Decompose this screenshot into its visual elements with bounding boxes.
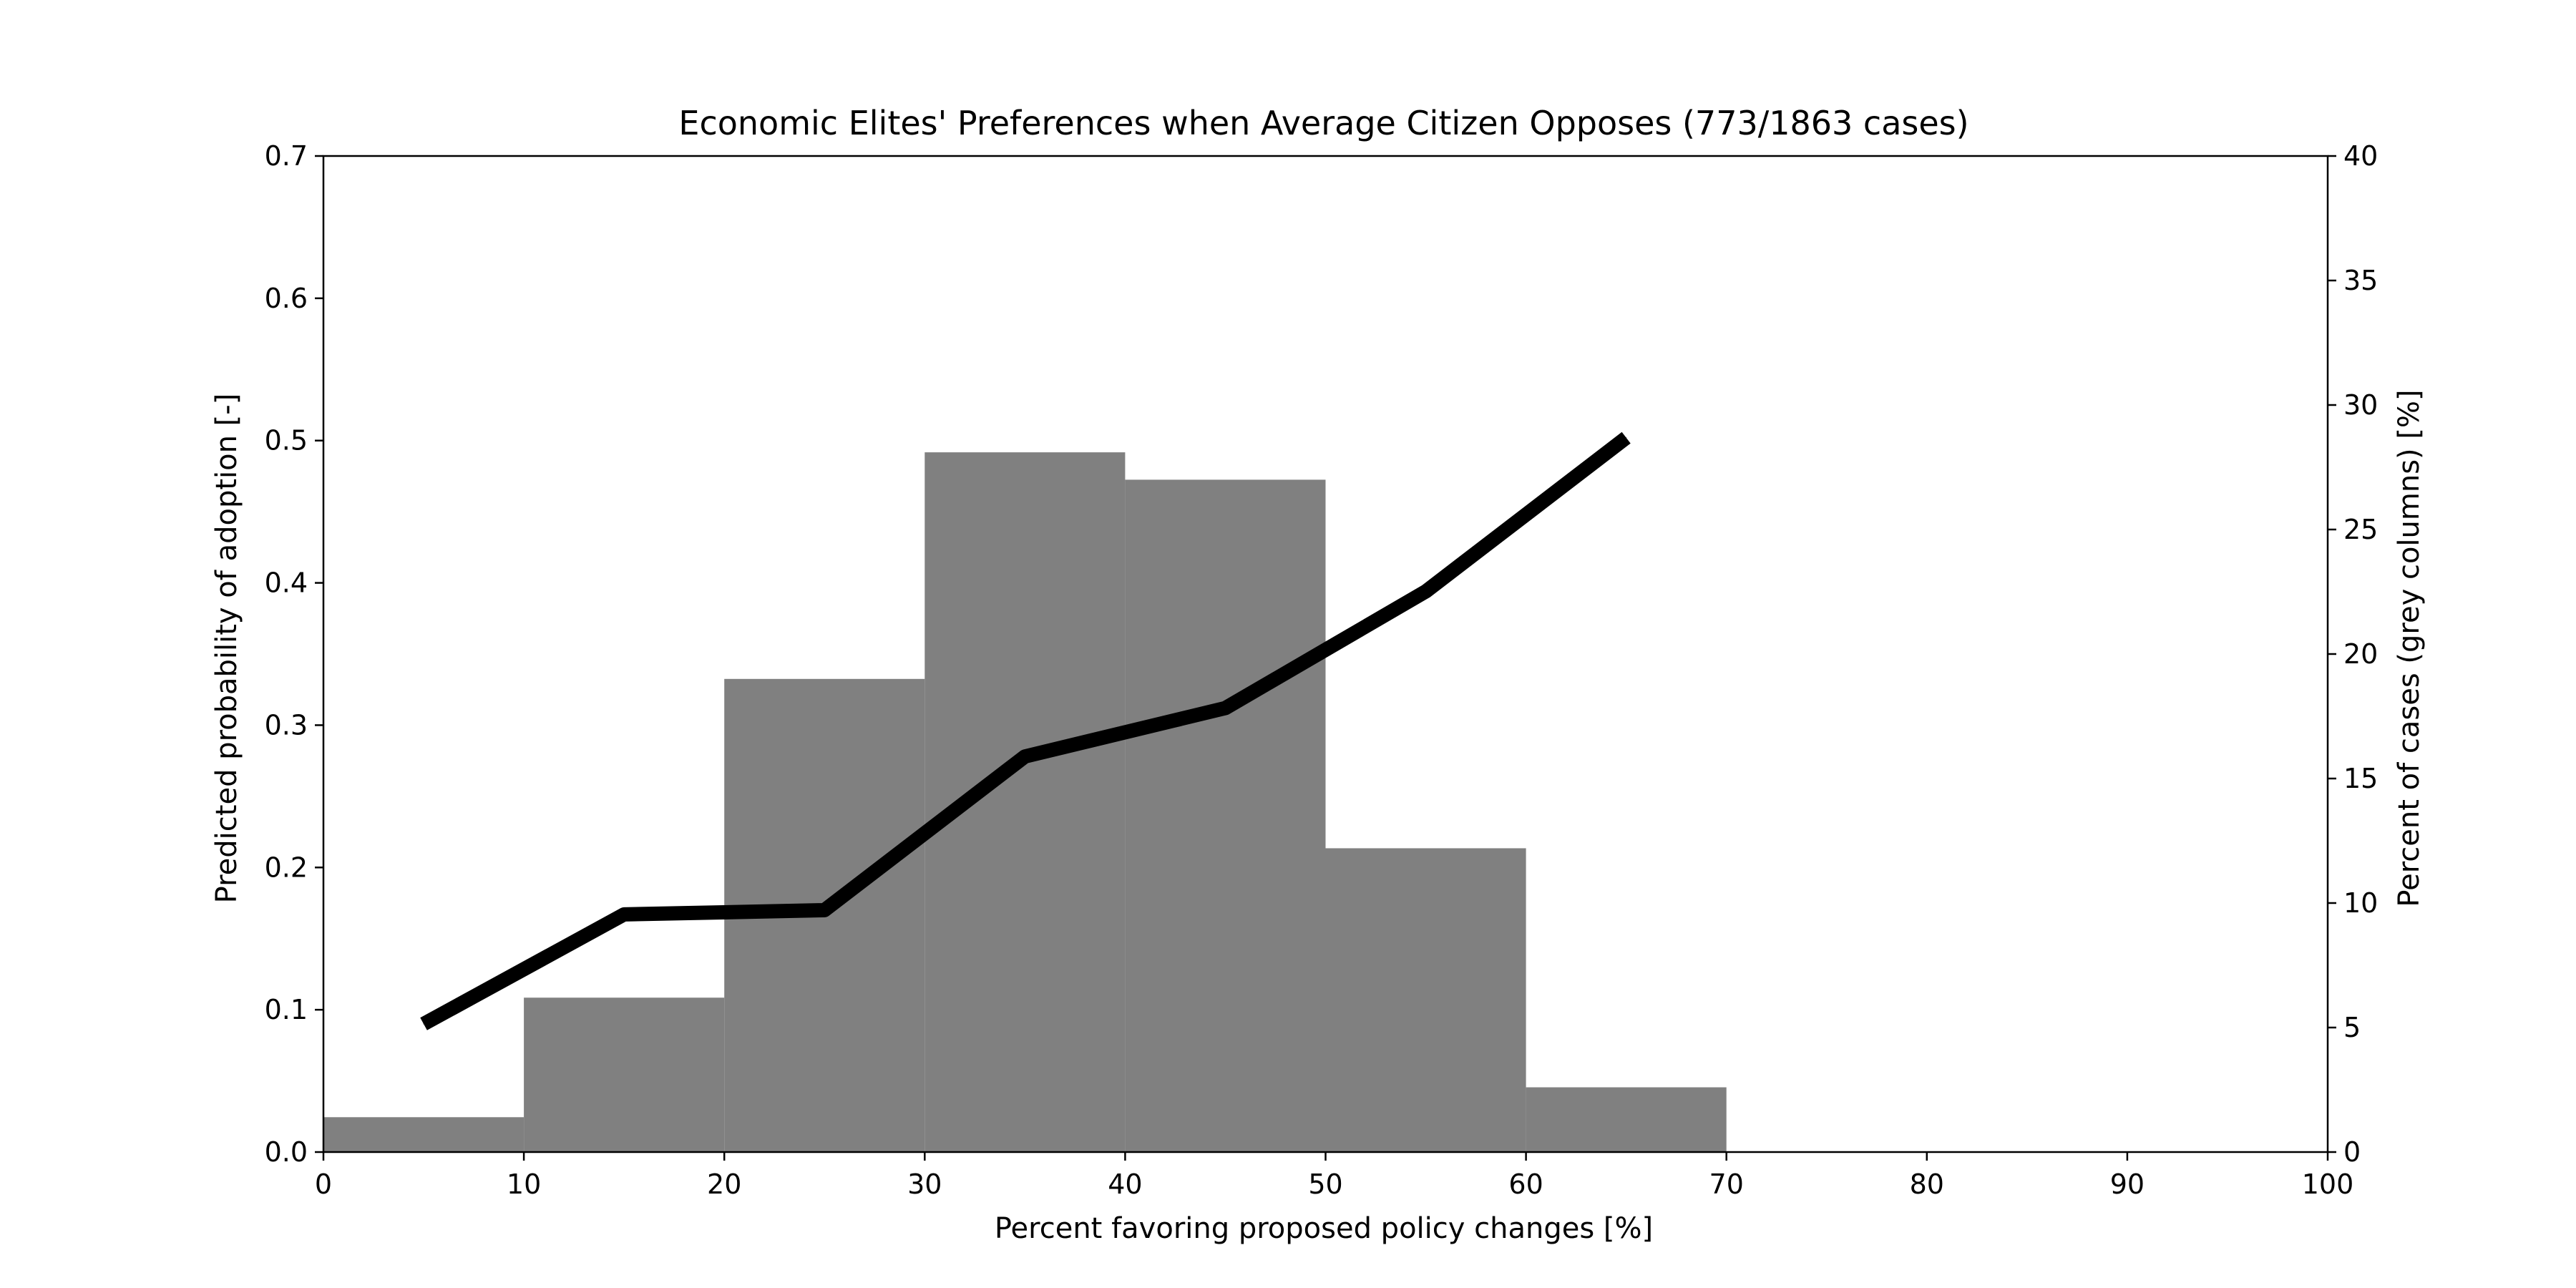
left-y-tick-label: 0.3 xyxy=(265,709,308,741)
x-tick-label: 20 xyxy=(707,1169,741,1200)
x-tick-label: 10 xyxy=(507,1169,541,1200)
x-tick-label: 60 xyxy=(1508,1169,1543,1200)
left-y-tick-label: 0.1 xyxy=(265,994,308,1025)
right-y-tick-label: 20 xyxy=(2343,638,2378,670)
right-y-tick-label: 0 xyxy=(2343,1136,2361,1168)
x-axis-label: Percent favoring proposed policy changes… xyxy=(995,1212,1653,1245)
histogram-bar xyxy=(1526,1087,1727,1152)
x-tick-label: 40 xyxy=(1108,1169,1142,1200)
histogram-bar xyxy=(323,1117,525,1152)
right-y-tick-label: 25 xyxy=(2343,514,2378,545)
right-y-tick-label: 40 xyxy=(2343,140,2378,172)
histogram-bar xyxy=(1325,848,1526,1152)
probability-point xyxy=(824,909,825,911)
histogram-bars xyxy=(323,452,1727,1152)
left-y-tick-label: 0.6 xyxy=(265,283,308,314)
probability-point xyxy=(1425,591,1427,592)
x-tick-label: 80 xyxy=(1910,1169,1944,1200)
right-y-tick-label: 30 xyxy=(2343,389,2378,421)
right-y-tick-label: 15 xyxy=(2343,763,2378,794)
left-y-tick-label: 0.5 xyxy=(265,425,308,457)
x-tick-label: 70 xyxy=(1709,1169,1744,1200)
x-tick-label: 100 xyxy=(2302,1169,2354,1200)
left-y-tick-label: 0.0 xyxy=(265,1136,308,1168)
left-y-tick-label: 0.2 xyxy=(265,852,308,883)
left-y-axis-ticks: 0.0 0.1 0.2 0.3 0.4 0.5 0.6 0.7 xyxy=(265,140,323,1168)
x-axis-ticks: 0 10 20 30 40 50 60 70 80 90 100 xyxy=(315,1152,2353,1200)
right-y-axis-ticks: 0 5 10 15 20 25 30 35 40 xyxy=(2328,140,2378,1168)
left-y-axis-label: Predicted probability of adoption [-] xyxy=(210,394,243,904)
left-y-tick-label: 0.4 xyxy=(265,567,308,599)
x-tick-label: 0 xyxy=(315,1169,332,1200)
right-y-axis-label: Percent of cases (grey columns) [%] xyxy=(2393,389,2426,907)
right-y-tick-label: 10 xyxy=(2343,887,2378,919)
right-y-tick-label: 35 xyxy=(2343,265,2378,296)
x-tick-label: 90 xyxy=(2110,1169,2145,1200)
chart-title: Economic Elites' Preferences when Averag… xyxy=(678,104,1968,142)
right-y-tick-label: 5 xyxy=(2343,1012,2361,1043)
x-tick-label: 50 xyxy=(1308,1169,1342,1200)
left-y-tick-label: 0.7 xyxy=(265,140,308,172)
probability-line xyxy=(420,431,1631,1030)
histogram-bar xyxy=(524,997,725,1152)
x-tick-label: 30 xyxy=(907,1169,942,1200)
histogram-bar xyxy=(1125,479,1326,1152)
